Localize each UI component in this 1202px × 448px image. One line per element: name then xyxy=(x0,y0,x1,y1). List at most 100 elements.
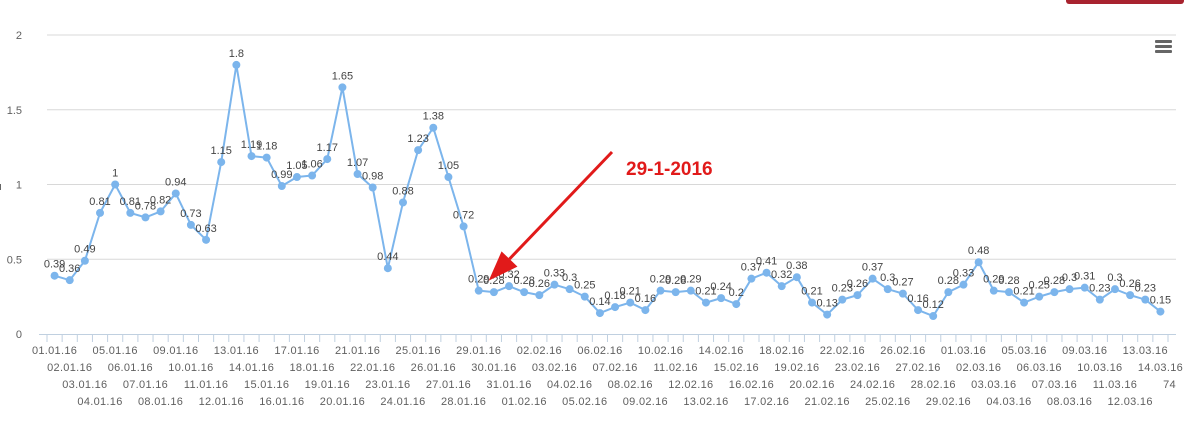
data-point[interactable] xyxy=(595,309,604,318)
data-point[interactable] xyxy=(717,294,726,303)
data-label: 0.21 xyxy=(695,286,716,298)
data-point[interactable] xyxy=(323,155,332,164)
data-point[interactable] xyxy=(353,170,362,179)
data-point[interactable] xyxy=(429,123,438,132)
data-point[interactable] xyxy=(808,298,817,307)
chart-context-menu-button[interactable] xyxy=(1151,36,1175,58)
x-tick-label: 23.01.16 xyxy=(365,379,410,391)
data-point[interactable] xyxy=(338,83,347,92)
data-point[interactable] xyxy=(292,173,301,182)
data-label: 0.63 xyxy=(195,223,216,235)
data-point[interactable] xyxy=(1126,291,1135,300)
data-point[interactable] xyxy=(126,208,135,217)
annotation-arrow-shaft xyxy=(508,150,614,261)
data-point[interactable] xyxy=(656,286,665,295)
data-point[interactable] xyxy=(141,213,150,222)
data-point[interactable] xyxy=(247,152,256,161)
data-point[interactable] xyxy=(974,258,983,267)
data-point[interactable] xyxy=(701,298,710,307)
data-point[interactable] xyxy=(80,256,89,265)
x-tick-label: 16.02.16 xyxy=(729,379,774,391)
data-point[interactable] xyxy=(171,189,180,198)
data-point[interactable] xyxy=(1004,288,1013,297)
data-point[interactable] xyxy=(156,207,165,216)
data-point[interactable] xyxy=(1050,288,1059,297)
data-point[interactable] xyxy=(898,289,907,298)
x-tick-label: 17.02.16 xyxy=(744,396,789,408)
data-point[interactable] xyxy=(1095,295,1104,304)
data-point[interactable] xyxy=(383,264,392,273)
data-point[interactable] xyxy=(232,60,241,69)
annotation-text: 29-1-2016 xyxy=(626,159,713,180)
data-point[interactable] xyxy=(1156,307,1165,316)
data-point[interactable] xyxy=(50,271,59,280)
data-point[interactable] xyxy=(823,310,832,319)
y-tick-label: 1.5 xyxy=(7,105,22,117)
data-point[interactable] xyxy=(505,282,514,291)
data-point[interactable] xyxy=(474,286,483,295)
data-point[interactable] xyxy=(762,268,771,277)
x-tick-label: 29.01.16 xyxy=(456,345,501,357)
data-label: 0.21 xyxy=(801,286,822,298)
data-point[interactable] xyxy=(989,286,998,295)
data-point[interactable] xyxy=(853,291,862,300)
data-point[interactable] xyxy=(520,288,529,297)
x-tick-label: 02.01.16 xyxy=(47,362,92,374)
data-point[interactable] xyxy=(1080,283,1089,292)
x-tick-label: 05.01.16 xyxy=(93,345,138,357)
x-tick-label: 06.03.16 xyxy=(1017,362,1062,374)
y-tick-label: 0.5 xyxy=(7,254,22,266)
data-point[interactable] xyxy=(777,282,786,291)
data-point[interactable] xyxy=(1035,292,1044,301)
data-point[interactable] xyxy=(398,198,407,207)
data-point[interactable] xyxy=(368,183,377,192)
x-tick-label: 25.01.16 xyxy=(396,345,441,357)
data-point[interactable] xyxy=(959,280,968,289)
data-point[interactable] xyxy=(732,300,741,309)
data-label: 0.27 xyxy=(892,277,913,289)
data-point[interactable] xyxy=(277,181,286,190)
data-label: 0.28 xyxy=(665,275,686,287)
data-point[interactable] xyxy=(459,222,468,231)
data-point[interactable] xyxy=(1020,298,1029,307)
data-point[interactable] xyxy=(111,180,120,189)
data-point[interactable] xyxy=(626,298,635,307)
data-point[interactable] xyxy=(202,235,211,244)
data-label: 0.38 xyxy=(786,260,807,272)
data-point[interactable] xyxy=(186,220,195,229)
data-point[interactable] xyxy=(641,306,650,315)
x-tick-label: 11.02.16 xyxy=(653,362,697,374)
data-point[interactable] xyxy=(1141,295,1150,304)
data-point[interactable] xyxy=(414,146,423,155)
data-point[interactable] xyxy=(489,288,498,297)
data-point[interactable] xyxy=(1065,285,1074,294)
data-label: 0.81 xyxy=(89,196,110,208)
data-point[interactable] xyxy=(611,303,620,312)
data-point[interactable] xyxy=(838,295,847,304)
data-point[interactable] xyxy=(747,274,756,283)
data-point[interactable] xyxy=(929,312,938,321)
data-point[interactable] xyxy=(535,291,544,300)
data-point[interactable] xyxy=(96,208,105,217)
data-point[interactable] xyxy=(671,288,680,297)
data-point[interactable] xyxy=(217,158,226,167)
data-point[interactable] xyxy=(944,288,953,297)
data-point[interactable] xyxy=(868,274,877,283)
data-label: 0.18 xyxy=(604,290,625,302)
data-point[interactable] xyxy=(262,153,271,162)
data-point[interactable] xyxy=(883,285,892,294)
data-point[interactable] xyxy=(65,276,74,285)
data-point[interactable] xyxy=(565,285,574,294)
x-tick-label: 27.02.16 xyxy=(895,362,940,374)
data-point[interactable] xyxy=(792,273,801,282)
x-tick-label: 14.01.16 xyxy=(229,362,274,374)
data-point[interactable] xyxy=(686,286,695,295)
data-point[interactable] xyxy=(1110,285,1119,294)
data-point[interactable] xyxy=(444,173,453,182)
data-label: 0.37 xyxy=(862,262,883,274)
data-point[interactable] xyxy=(914,306,923,315)
data-point[interactable] xyxy=(308,171,317,180)
data-point[interactable] xyxy=(580,292,589,301)
data-point[interactable] xyxy=(550,280,559,289)
data-label: 0.23 xyxy=(1135,283,1156,295)
